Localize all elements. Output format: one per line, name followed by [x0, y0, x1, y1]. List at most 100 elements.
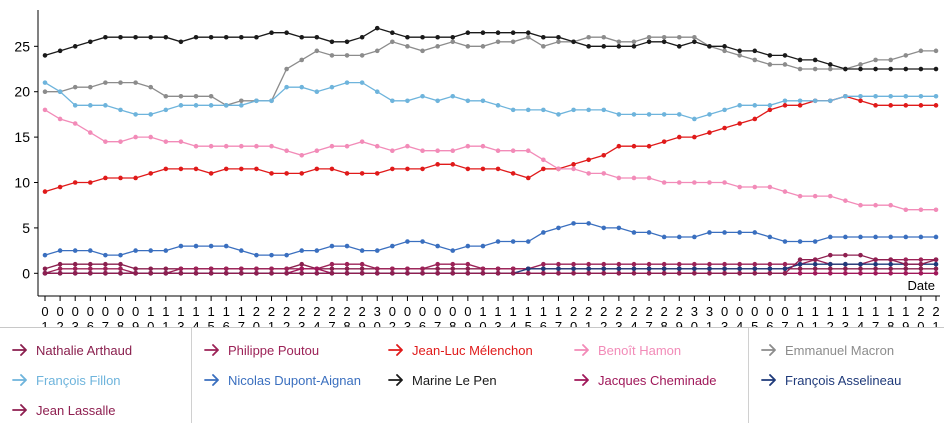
legend-column: Philippe Poutou Nicolas Dupont-Aignan	[191, 328, 376, 423]
data-point	[178, 266, 184, 272]
data-point	[767, 261, 773, 267]
data-point	[42, 53, 48, 58]
data-point	[133, 80, 138, 85]
legend-item[interactable]: Marine Le Pen	[388, 370, 497, 390]
x-tick-label: 8	[449, 319, 456, 327]
data-point	[118, 139, 123, 144]
legend-item[interactable]: François Asselineau	[761, 370, 901, 390]
data-point	[812, 271, 818, 276]
data-point	[631, 230, 637, 235]
arrow-right-icon	[388, 344, 403, 356]
data-point	[374, 25, 380, 31]
data-point	[616, 261, 622, 267]
data-point	[178, 166, 184, 172]
arrow-right-icon	[12, 374, 27, 386]
data-point	[450, 162, 456, 167]
data-point	[918, 207, 924, 213]
data-point	[163, 93, 169, 99]
data-point	[676, 261, 682, 267]
data-point	[193, 93, 199, 99]
data-point	[661, 180, 667, 185]
data-point	[797, 261, 803, 267]
data-point	[42, 266, 48, 272]
data-point	[752, 271, 758, 276]
x-tick-label: 1	[540, 304, 547, 319]
data-point	[933, 271, 939, 276]
data-point	[752, 48, 758, 54]
data-point	[420, 239, 425, 244]
data-point	[72, 248, 78, 253]
data-point	[827, 234, 833, 240]
data-point	[465, 261, 471, 267]
series-line	[45, 254, 937, 274]
data-point	[601, 266, 607, 272]
data-point	[374, 171, 380, 176]
data-point	[88, 271, 93, 276]
data-point	[541, 166, 546, 172]
x-tick-label: 0	[781, 304, 788, 319]
data-point	[118, 34, 123, 40]
data-point	[103, 266, 108, 272]
legend-item[interactable]: Jacques Cheminade	[574, 370, 717, 390]
data-point	[661, 266, 667, 272]
data-point	[556, 39, 561, 45]
data-point	[873, 66, 878, 72]
x-tick-label: 0	[751, 304, 758, 319]
data-point	[752, 230, 758, 235]
data-point	[299, 57, 305, 63]
x-tick-label: 2	[600, 319, 607, 327]
data-point	[88, 266, 93, 272]
data-point	[450, 34, 456, 40]
data-point	[525, 266, 531, 272]
x-tick-label: 3	[374, 304, 381, 319]
data-point	[103, 175, 108, 181]
data-point	[661, 234, 667, 240]
x-tick-label: 6	[419, 319, 426, 327]
legend-label: François Fillon	[36, 372, 121, 388]
legend-item[interactable]: Philippe Poutou	[204, 340, 319, 360]
data-point	[435, 261, 440, 267]
data-point	[495, 103, 501, 108]
data-point	[525, 239, 531, 244]
data-point	[344, 271, 350, 276]
data-point	[57, 89, 63, 95]
data-point	[510, 271, 516, 276]
data-point	[284, 266, 289, 272]
data-point	[707, 44, 712, 49]
x-tick-label: 3	[842, 319, 849, 327]
data-point	[858, 93, 863, 99]
legend-label: Nathalie Arthaud	[36, 342, 133, 358]
x-tick-label: 7	[555, 319, 562, 327]
x-tick-label: 9	[359, 319, 366, 327]
data-point	[752, 103, 758, 108]
legend-item[interactable]: Nicolas Dupont-Aignan	[204, 370, 361, 390]
legend-item[interactable]: Benoît Hamon	[574, 340, 681, 360]
data-point	[812, 261, 818, 267]
data-point	[193, 143, 199, 149]
legend-item[interactable]: Emmanuel Macron	[761, 340, 894, 360]
data-point	[873, 202, 878, 208]
data-point	[88, 130, 93, 135]
data-point	[752, 261, 758, 267]
data-point	[163, 248, 169, 253]
legend-label: Nicolas Dupont-Aignan	[228, 372, 361, 388]
data-point	[254, 143, 259, 149]
x-tick-label: 2	[827, 319, 834, 327]
data-point	[782, 98, 788, 104]
legend-item[interactable]: Nathalie Arthaud	[12, 340, 132, 360]
x-tick-label: 2	[645, 304, 652, 319]
data-point	[903, 271, 909, 276]
legend-label: Jacques Cheminade	[598, 372, 717, 388]
x-tick-label: 2	[298, 304, 305, 319]
legend-item[interactable]: Jean-Luc Mélenchon	[388, 340, 533, 360]
data-point	[208, 143, 214, 149]
data-point	[480, 30, 486, 35]
data-point	[843, 266, 848, 272]
data-point	[193, 166, 199, 172]
data-point	[178, 139, 184, 144]
data-point	[631, 143, 637, 149]
data-point	[933, 261, 939, 267]
legend-item[interactable]: François Fillon	[12, 370, 121, 390]
legend-item[interactable]: Jean Lassalle	[12, 400, 116, 420]
y-tick-label: 5	[22, 220, 30, 236]
